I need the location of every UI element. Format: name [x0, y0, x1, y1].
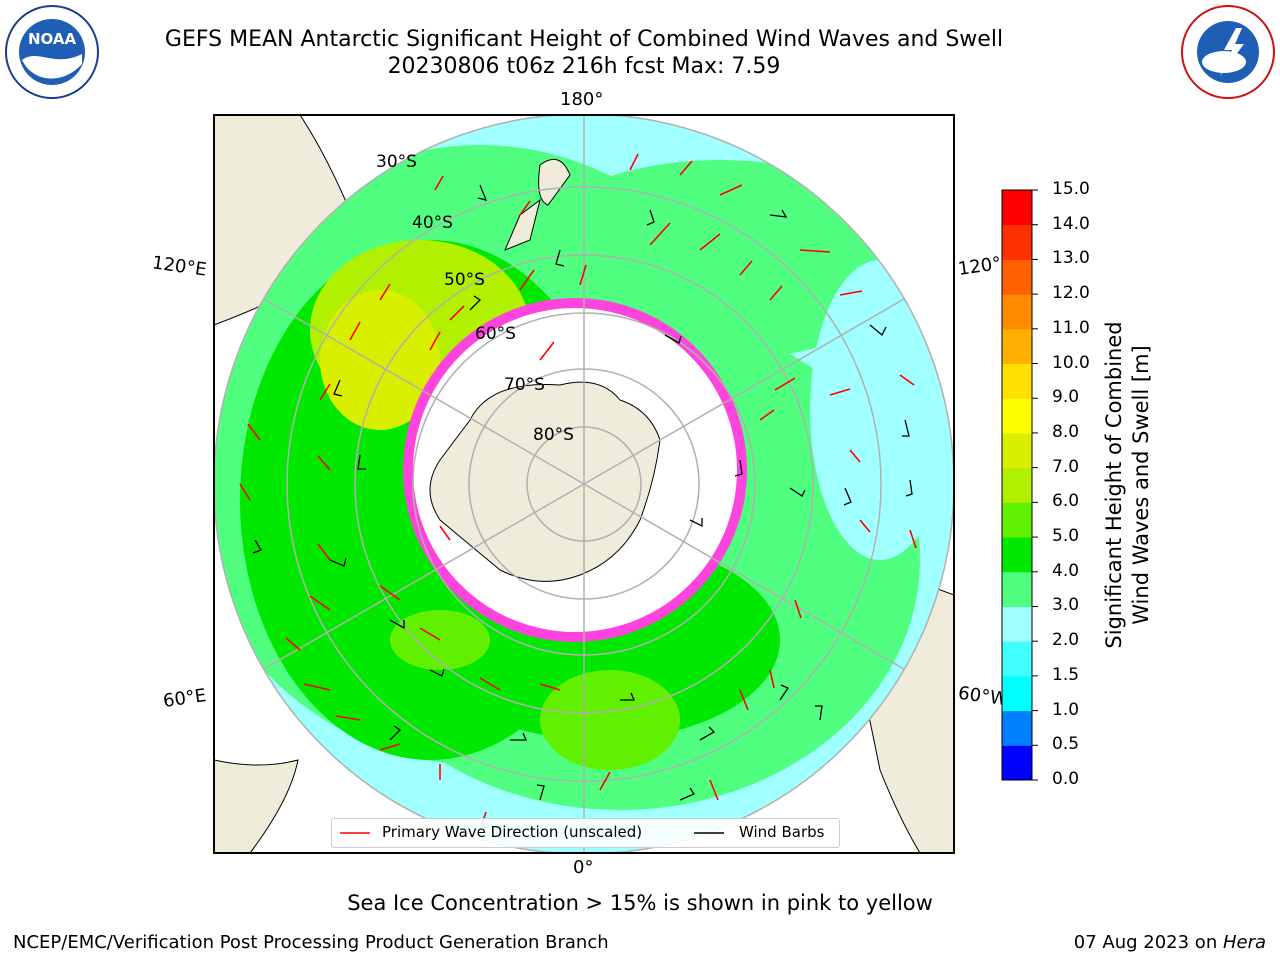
colorbar-tick-label: 4.0 — [1052, 560, 1080, 581]
africa-land — [214, 759, 299, 853]
colorbar-tick-label: 0.5 — [1052, 734, 1080, 755]
colorbar-tick-label: 6.0 — [1052, 491, 1080, 512]
lat-label-80s: 80°S — [533, 425, 574, 445]
colorbar-segment — [1002, 190, 1032, 226]
colorbar-tick-label: 12.0 — [1052, 283, 1090, 304]
colorbar-segment — [1002, 502, 1032, 538]
colorbar-tick-label: 1.0 — [1052, 699, 1080, 720]
colorbar-segment — [1002, 606, 1032, 642]
colorbar-segment — [1002, 328, 1032, 365]
colorbar-segment — [1002, 675, 1032, 712]
colorbar-frame — [1001, 189, 1033, 781]
colorbar-tick-label: 2.0 — [1052, 630, 1080, 651]
lat-label-30s: 30°S — [376, 152, 417, 172]
legend-wind-barbs-label: Wind Barbs — [739, 823, 825, 841]
lon-label-180: 180° — [560, 89, 604, 110]
legend-wave-line — [340, 832, 370, 834]
chart-subtitle: 20230806 t06z 216h fcst Max: 7.59 — [387, 54, 781, 79]
colorbar-tick-label: 10.0 — [1052, 352, 1090, 373]
colorbar-tick-label: 3.0 — [1052, 595, 1080, 616]
colorbar-segment — [1002, 398, 1032, 434]
colorbar-tick-label: 9.0 — [1052, 387, 1080, 408]
footer-date: 07 Aug 2023 on Hera — [1073, 932, 1266, 953]
lat-label-70s: 70°S — [504, 375, 545, 395]
colorbar — [1001, 189, 1038, 781]
colorbar-tick-label: 1.5 — [1052, 664, 1080, 685]
colorbar-tick-label: 15.0 — [1052, 179, 1090, 199]
lon-label-0: 0° — [573, 857, 594, 878]
noaa-logo: NOAA — [5, 5, 99, 99]
lat-label-50s: 50°S — [444, 270, 485, 290]
wave-arrows — [239, 153, 917, 831]
lat-label-40s: 40°S — [412, 213, 453, 233]
chart-title: GEFS MEAN Antarctic Significant Height o… — [164, 27, 1004, 52]
colorbar-segment — [1002, 571, 1032, 607]
colorbar-tick-label: 11.0 — [1052, 317, 1090, 338]
colorbar-tick-label: 5.0 — [1052, 526, 1080, 547]
nws-logo — [1181, 5, 1275, 99]
colorbar-segment — [1002, 745, 1032, 781]
colorbar-segment — [1002, 710, 1032, 746]
colorbar-segment — [1002, 537, 1032, 573]
legend-primary-wave-label: Primary Wave Direction (unscaled) — [382, 823, 643, 841]
colorbar-segment — [1002, 641, 1032, 677]
colorbar-tick-label: 13.0 — [1052, 248, 1090, 269]
colorbar-segment — [1002, 224, 1032, 260]
colorbar-tick-label: 14.0 — [1052, 213, 1090, 234]
colorbar-tick-label: 0.0 — [1052, 769, 1080, 789]
colorbar-tick-label: 8.0 — [1052, 421, 1080, 442]
lat-label-60s: 60°S — [475, 324, 516, 344]
colorbar-tick-label: 7.0 — [1052, 456, 1080, 477]
svg-text:NOAA: NOAA — [28, 30, 77, 48]
colorbar-segment — [1002, 259, 1032, 295]
colorbar-segment — [1002, 363, 1032, 399]
legend-barb-line — [694, 832, 724, 834]
sea-ice-note: Sea Ice Concentration > 15% is shown in … — [347, 891, 933, 915]
newzealand-land — [504, 158, 571, 251]
colorbar-segment — [1002, 467, 1032, 503]
wind-barbs — [252, 184, 913, 801]
footer-branch: NCEP/EMC/Verification Post Processing Pr… — [13, 932, 609, 953]
map-legend: Primary Wave Direction (unscaled) Wind B… — [331, 818, 840, 848]
colorbar-segment — [1002, 432, 1032, 469]
colorbar-label: Significant Height of Combined Wind Wave… — [1102, 321, 1153, 649]
colorbar-segment — [1002, 294, 1032, 330]
